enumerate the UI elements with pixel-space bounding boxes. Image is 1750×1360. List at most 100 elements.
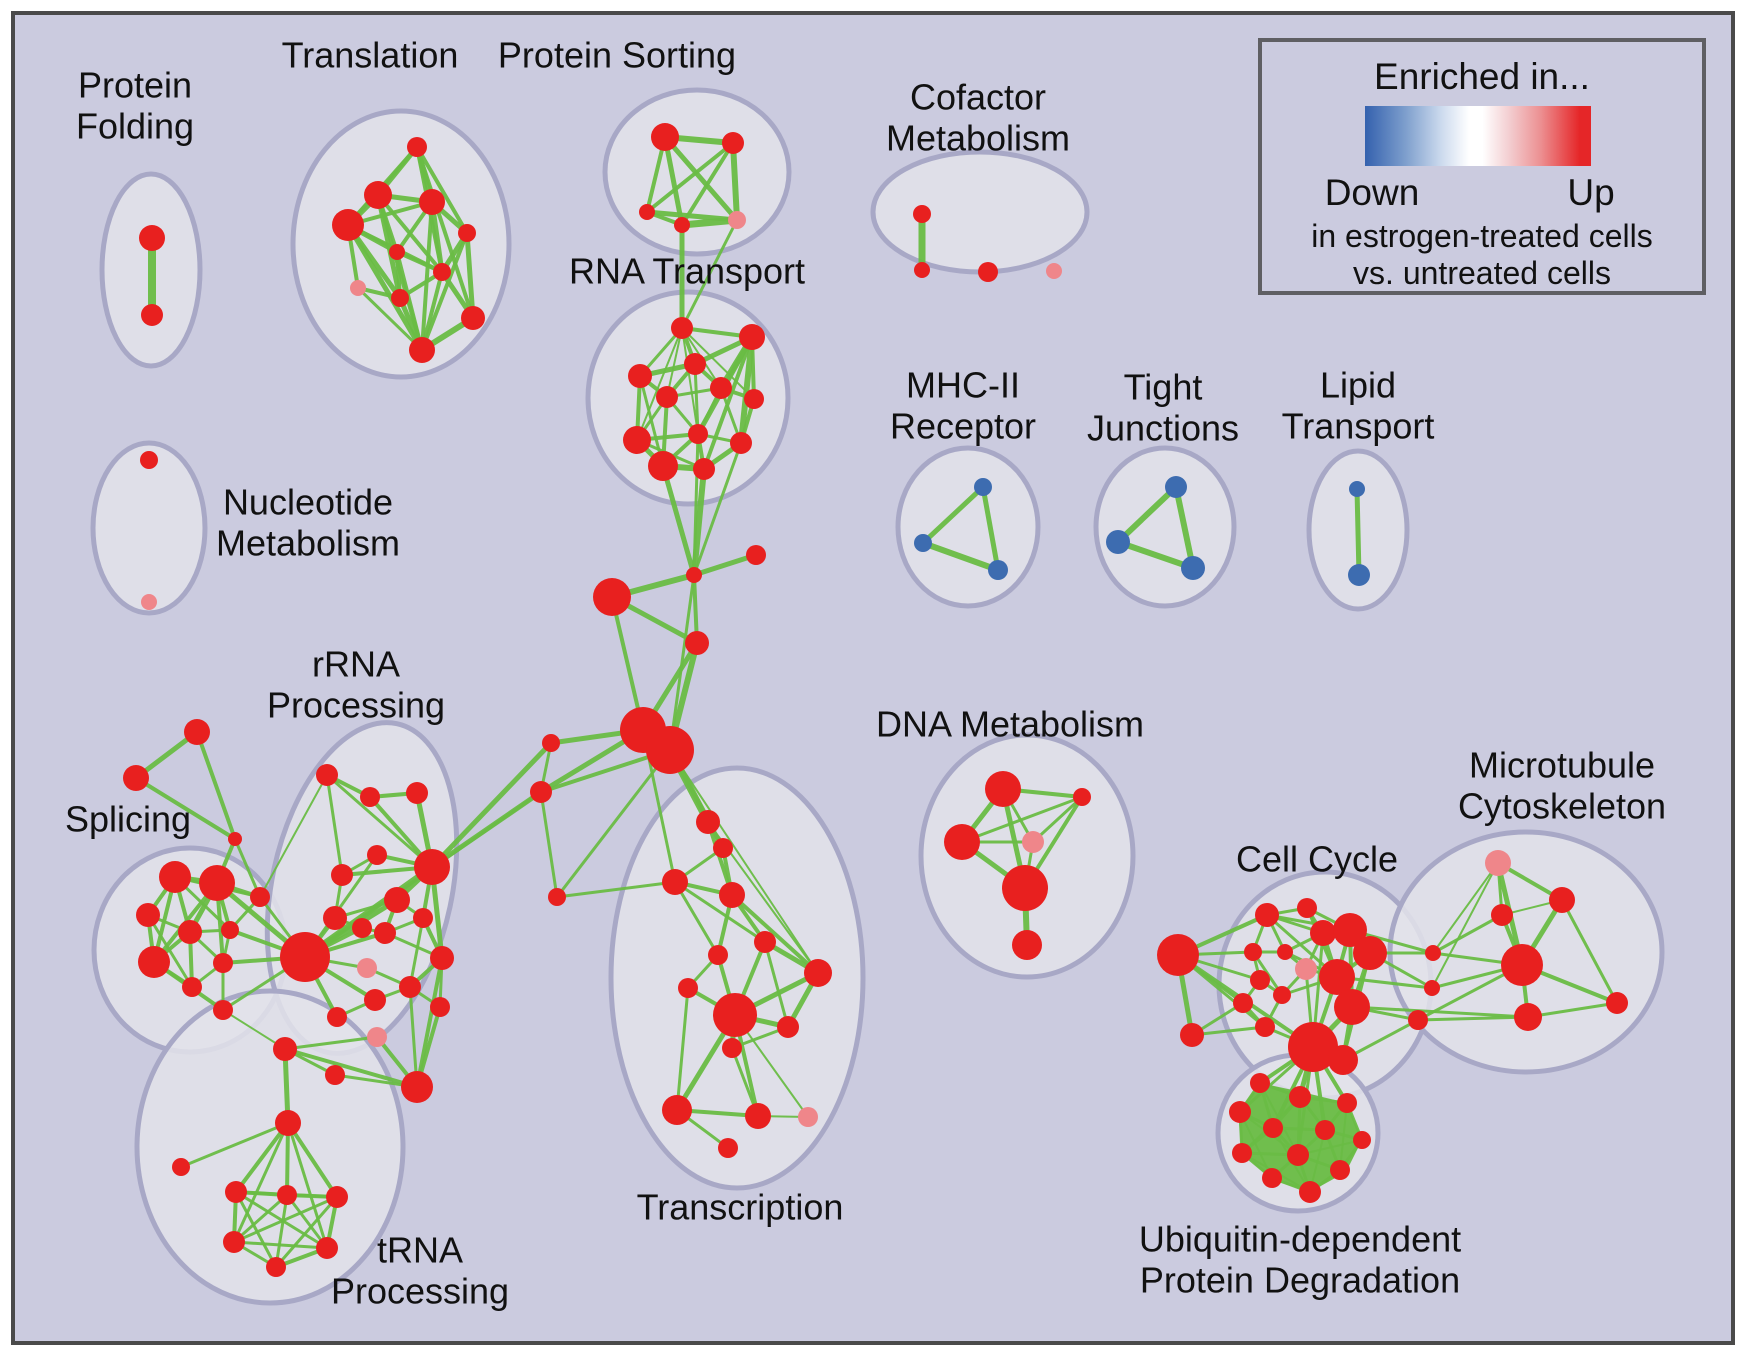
edge <box>1431 862 1499 989</box>
node-up <box>696 810 720 834</box>
edge <box>738 334 755 446</box>
edge <box>680 141 735 227</box>
node-up <box>430 946 454 970</box>
node-up-light <box>357 958 377 978</box>
node-up <box>184 719 210 745</box>
edge <box>645 141 735 214</box>
edge <box>395 250 424 352</box>
node-up <box>213 953 233 973</box>
cluster-label-protein-folding: Folding <box>76 106 194 147</box>
edge <box>730 140 740 223</box>
node-up <box>730 432 752 454</box>
node-down <box>974 478 992 496</box>
edge <box>464 230 476 321</box>
cluster-label-trna-processing: tRNA <box>377 1230 463 1271</box>
edge <box>1416 1015 1530 1022</box>
node-up <box>250 887 270 907</box>
edge <box>636 327 683 441</box>
legend-down-label: Down <box>1324 172 1420 213</box>
node-up <box>326 1186 348 1208</box>
node-up <box>213 1000 233 1020</box>
node-up <box>123 765 149 791</box>
node-up <box>693 458 715 480</box>
node-up <box>713 838 733 858</box>
node-up <box>266 1257 286 1277</box>
node-up <box>1319 959 1355 995</box>
edge <box>283 1047 419 1089</box>
node-up <box>323 906 347 930</box>
node-down <box>1106 530 1130 554</box>
edge <box>285 1193 329 1250</box>
node-up <box>419 189 445 215</box>
edge <box>325 773 434 869</box>
node-up <box>139 225 165 251</box>
edge <box>232 1121 290 1244</box>
node-down <box>914 534 932 552</box>
node-up <box>1337 1093 1357 1113</box>
node-up-light <box>1022 831 1044 853</box>
node-up <box>745 1103 771 1129</box>
node-up-light <box>367 1027 387 1047</box>
node-up <box>688 424 708 444</box>
node-up <box>199 865 235 901</box>
cluster-label-rrna-processing: Processing <box>267 685 445 726</box>
edge <box>692 441 743 577</box>
edge <box>1526 1001 1619 1019</box>
node-up <box>461 306 485 330</box>
legend-caption-line2: vs. untreated cells <box>1353 255 1611 291</box>
node-up <box>277 1185 297 1205</box>
node-up <box>360 787 380 807</box>
node-down <box>988 560 1008 580</box>
node-up <box>713 993 757 1037</box>
cluster-label-lipid-transport: Lipid <box>1320 365 1396 406</box>
node-up <box>656 386 678 408</box>
node-up <box>406 782 428 804</box>
node-up <box>1250 1073 1270 1093</box>
edge <box>1350 1005 1530 1019</box>
node-up <box>223 1231 245 1253</box>
node-up <box>548 888 566 906</box>
edge <box>691 552 759 578</box>
cluster-label-translation: Translation <box>282 35 459 76</box>
node-up <box>364 989 386 1011</box>
node-up <box>1549 887 1575 913</box>
node-up <box>413 908 433 928</box>
node-up <box>1287 1144 1309 1166</box>
node-up <box>1073 788 1091 806</box>
node-up <box>1297 898 1317 918</box>
edge <box>1560 898 1619 1005</box>
cluster-label-rna-transport: RNA Transport <box>569 251 805 292</box>
node-up <box>1012 930 1042 960</box>
node-up <box>722 1038 742 1058</box>
node-up <box>686 567 702 583</box>
edge <box>980 484 1001 573</box>
edge <box>1115 539 1196 571</box>
node-up <box>719 882 745 908</box>
edge <box>669 749 819 974</box>
node-up <box>722 132 744 154</box>
node-up <box>646 726 694 774</box>
node-up <box>409 337 435 363</box>
node-up <box>718 1138 738 1158</box>
node-up <box>1408 1010 1428 1030</box>
node-up <box>1330 1160 1350 1180</box>
node-up <box>944 824 980 860</box>
node-up <box>1299 1181 1321 1203</box>
edge <box>763 940 790 1029</box>
node-up <box>978 262 998 282</box>
edge <box>692 432 700 577</box>
edge <box>134 776 237 841</box>
node-up <box>1333 913 1367 947</box>
node-up <box>327 1007 347 1027</box>
node-up <box>1288 1022 1338 1072</box>
node-up <box>391 289 409 307</box>
cluster-label-splicing: Splicing <box>65 799 191 840</box>
node-up <box>914 262 930 278</box>
node-up <box>407 137 427 157</box>
node-up <box>1501 944 1543 986</box>
node-up <box>1255 903 1279 927</box>
node-up <box>1180 1023 1204 1047</box>
cluster-label-protein-sorting: Protein Sorting <box>498 35 736 76</box>
edge <box>662 134 685 228</box>
